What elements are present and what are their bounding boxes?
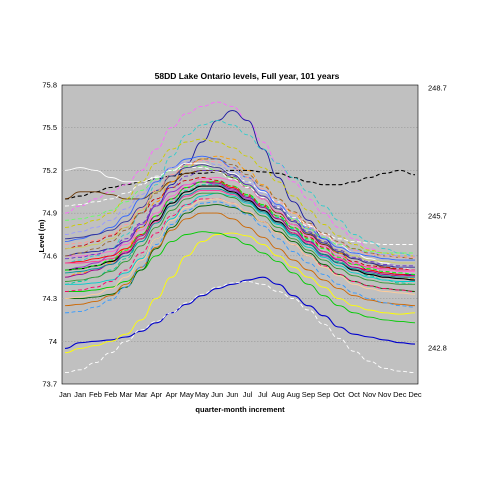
x-tick-label: Sep: [302, 390, 315, 399]
y2-tick-label: 245.7: [428, 212, 447, 221]
y-tick-label: 74: [49, 337, 57, 346]
series-line: [64, 188, 415, 278]
series-line: [64, 198, 416, 300]
y-tick-label: 74.6: [42, 251, 57, 260]
x-tick-label: Mar: [119, 390, 132, 399]
x-tick-label: Feb: [89, 390, 102, 399]
series-line: [64, 192, 415, 285]
y-tick-label: 74.9: [42, 209, 57, 218]
y-tick-label: 74.3: [42, 294, 57, 303]
x-tick-label: Apr: [150, 390, 162, 399]
series-line: [64, 120, 416, 264]
x-tick-label: Jan: [74, 390, 86, 399]
x-tick-label: Oct: [348, 390, 361, 399]
x-tick-label: Oct: [333, 390, 346, 399]
series-line: [64, 232, 416, 354]
x-tick-label: Nov: [378, 390, 392, 399]
x-axis-ticks: Jan Jan Feb Feb Mar Mar Apr Apr May May Jun Jun Jul J…: [59, 390, 422, 399]
series-line: [64, 169, 415, 267]
x-tick-label: Jan: [59, 390, 71, 399]
x-tick-label: Jun: [211, 390, 223, 399]
x-tick-label: Dec: [393, 390, 407, 399]
series-line: [64, 160, 416, 258]
series-line: [64, 158, 416, 260]
series-line: [65, 177, 415, 272]
x-tick-label: Mar: [135, 390, 148, 399]
series-line: [64, 181, 416, 275]
x-tick-label: Apr: [166, 390, 178, 399]
x-tick-label: Sep: [317, 390, 330, 399]
x-tick-label: Jul: [258, 390, 268, 399]
series-line: [64, 201, 416, 314]
y2-tick-label: 248.7: [428, 84, 447, 93]
x-tick-label: Jul: [243, 390, 253, 399]
y-tick-label: 75.5: [42, 123, 57, 132]
series-line: [64, 155, 415, 261]
y-tick-label: 73.7: [42, 380, 57, 389]
series-line: [65, 231, 416, 324]
y-tick-label: 75.8: [42, 81, 57, 90]
y-tick-label: 75.2: [42, 166, 57, 175]
y2-axis-ticks: 248.7 245.7 242.8: [428, 84, 447, 353]
series-line: [64, 181, 415, 278]
x-tick-label: Aug: [271, 390, 284, 399]
y-axis-ticks: 75.8 75.5 75.2 74.9 74.6 74.3 74 73.7: [42, 81, 57, 389]
x-tick-label: Aug: [287, 390, 300, 399]
x-tick-label: May: [195, 390, 209, 399]
x-tick-label: Nov: [363, 390, 377, 399]
chart-title: 58DD Lake Ontario levels, Full year, 101…: [155, 71, 340, 81]
y2-tick-label: 242.8: [428, 344, 447, 353]
x-axis-label: quarter-month increment: [195, 405, 285, 414]
x-tick-label: Jun: [226, 390, 238, 399]
series-line: [64, 138, 415, 257]
series-line: [64, 160, 415, 257]
series-line: [64, 164, 415, 268]
series-line: [64, 192, 415, 285]
y-axis-label: Level (m): [37, 219, 46, 252]
series-line: [64, 212, 416, 307]
x-tick-label: May: [180, 390, 194, 399]
series-line: [64, 281, 416, 374]
x-tick-label: Feb: [104, 390, 117, 399]
series-line: [64, 101, 415, 257]
series-layer: [64, 101, 416, 374]
x-tick-label: Dec: [408, 390, 422, 399]
series-line: [64, 167, 415, 245]
